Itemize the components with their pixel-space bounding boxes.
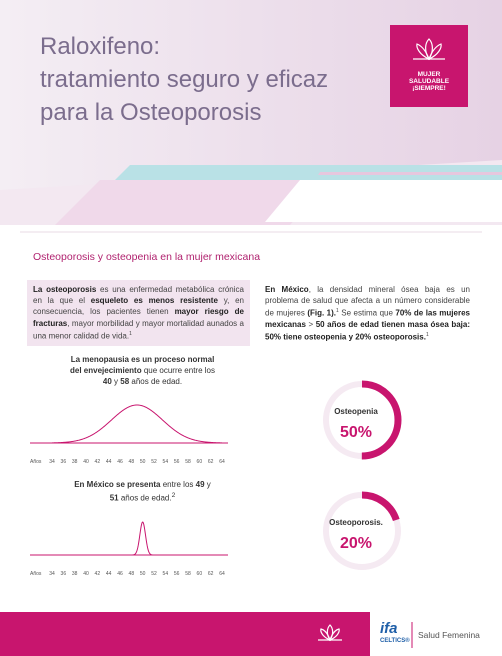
axis-label: Años	[30, 571, 42, 577]
donut-label: Osteoporosis.	[329, 518, 383, 527]
text-run: 49	[195, 480, 205, 489]
text-run: 2	[171, 492, 176, 499]
donut-arc	[322, 380, 402, 460]
x-tick-label: 64	[219, 571, 225, 577]
x-tick-label: 36	[61, 571, 67, 577]
text-run: 1	[425, 332, 429, 339]
x-tick-label: 48	[129, 459, 135, 465]
text-run: 1	[129, 330, 132, 337]
text-run: y, en consecuencia, los pacientes tienen	[33, 296, 244, 317]
text-run: y	[111, 377, 121, 386]
curve	[52, 521, 222, 556]
axis-label: Años	[30, 459, 42, 465]
text-run: La menopausia es un proceso normal del e…	[70, 355, 215, 375]
donut-value: 20%	[340, 535, 372, 552]
text-run: años de edad.	[118, 493, 172, 503]
title-line: Raloxifeno:	[40, 33, 161, 60]
badge-line: MUJER	[417, 71, 441, 78]
x-tick-label: 44	[106, 459, 112, 465]
donut-label: Osteopenia	[334, 407, 378, 416]
donut-arc	[322, 491, 402, 571]
donut-value: 50%	[340, 424, 372, 441]
brand: ifa	[380, 620, 398, 637]
text-run: En México se presenta	[74, 480, 161, 489]
brand-sub: CELTICS®	[380, 638, 410, 644]
x-tick-label: 64	[219, 459, 225, 465]
section-title: Osteoporosis y osteopenia en la mujer me…	[33, 251, 261, 263]
text-run: mayor riesgo de fracturas	[33, 307, 244, 328]
x-tick-label: 34	[49, 459, 55, 465]
text-run: 51	[109, 493, 119, 503]
badge-line: ¡SIEMPRE!	[412, 85, 446, 92]
text-run: La osteoporosis	[33, 285, 97, 294]
x-tick-label: 58	[185, 459, 191, 465]
x-tick-label: 52	[151, 571, 157, 577]
text-run: y	[204, 480, 211, 489]
x-tick-label: 34	[49, 571, 55, 577]
badge-line: SALUDABLE	[408, 78, 450, 85]
x-tick-label: 38	[72, 571, 78, 577]
x-tick-label: 42	[95, 571, 101, 577]
x-tick-label: 40	[83, 459, 89, 465]
x-tick-label: 48	[129, 571, 135, 577]
x-tick-label: 58	[185, 571, 191, 577]
x-tick-label: 62	[208, 571, 214, 577]
x-tick-label: 56	[174, 571, 180, 577]
chart-caption: En México se presenta entre los 49 y 51 …	[70, 479, 215, 504]
x-tick-label: 56	[174, 459, 180, 465]
x-tick-label: 42	[95, 459, 101, 465]
chart-caption: La menopausia es un proceso normal del e…	[70, 354, 215, 387]
x-tick-label: 46	[117, 459, 123, 465]
x-tick-label: 60	[197, 571, 203, 577]
x-tick-label: 38	[72, 459, 78, 465]
x-tick-label: 50	[140, 571, 146, 577]
division: Salud Femenina	[418, 630, 480, 640]
curve	[51, 404, 223, 444]
text-run: años de edad.	[129, 377, 183, 386]
text-run: que ocurre entre los	[141, 366, 215, 375]
x-tick-label: 50	[140, 459, 146, 465]
x-tick-label: 62	[208, 459, 214, 465]
text-run: es una enfermedad metabólica crónica en …	[33, 285, 244, 306]
x-tick-label: 46	[117, 571, 123, 577]
text-run: (Fig. 1).	[307, 309, 337, 319]
badge: MUJER SALUDABLE ¡SIEMPRE!	[390, 25, 468, 107]
text-run: En México	[265, 285, 309, 294]
text-run: >	[305, 320, 316, 330]
x-tick-label: 44	[106, 571, 112, 577]
text-run: entre los	[160, 480, 196, 489]
text-run: 50 años de edad tienen masa ósea baja: 5…	[265, 320, 470, 343]
x-tick-label: 52	[151, 459, 157, 465]
x-tick-label: 36	[61, 459, 67, 465]
x-tick-label: 54	[163, 571, 169, 577]
x-tick-label: 60	[197, 459, 203, 465]
text-run: 40	[102, 377, 112, 386]
mexico-text: En México, la densidad mineral ósea baja…	[265, 284, 470, 343]
text-run: 58	[120, 377, 130, 386]
title-line: tratamiento seguro y eficaz	[40, 66, 329, 93]
text-run: , mayor morbilidad y mayor mortalidad au…	[33, 318, 244, 341]
lotus-icon	[413, 38, 445, 61]
text-run: , la densidad mineral ósea baja es un pr…	[265, 285, 470, 319]
title-line: para la Osteoporosis	[40, 99, 262, 126]
text-run: 1	[336, 308, 339, 315]
intro: La osteoporosis es una enfermedad metabó…	[33, 284, 244, 342]
x-tick-label: 40	[83, 571, 89, 577]
text-run: Se estima que	[338, 309, 396, 319]
title: Raloxifeno: tratamiento seguro y eficaz …	[40, 30, 328, 129]
text-run: esqueleto es menos resistente	[90, 296, 218, 306]
x-tick-label: 54	[163, 459, 169, 465]
text-run: 70% de las mujeres mexicanas	[265, 309, 470, 330]
